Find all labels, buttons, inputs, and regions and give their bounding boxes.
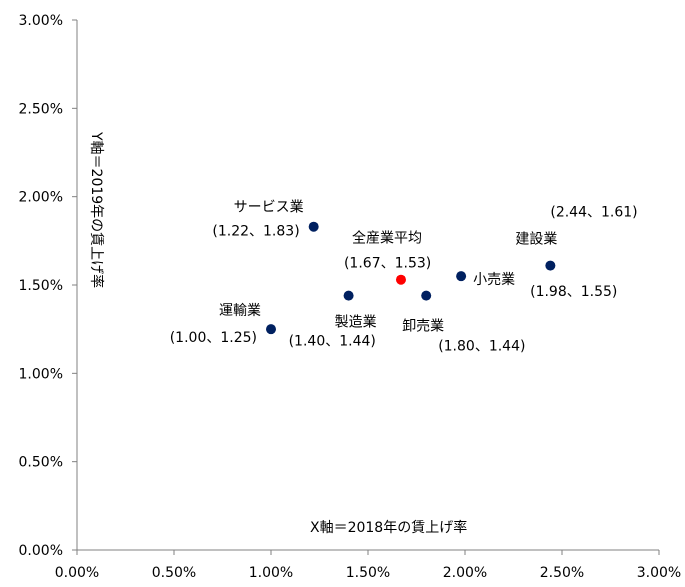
y-tick-label: 1.00%	[19, 366, 63, 382]
tick-labels: 0.00% 0.50% 1.00% 1.50% 2.00% 2.50% 3.00% 0.00%…	[19, 13, 682, 581]
x-tick-label: 3.00%	[637, 565, 681, 581]
point-value-label: (1.67、1.53)	[344, 256, 431, 272]
tick-marks	[72, 19, 660, 555]
point-name-label: 運輸業	[219, 303, 261, 319]
y-axis-title: Y軸＝2019年の賃上げ率	[88, 131, 105, 288]
data-point	[343, 290, 354, 301]
y-tick-label: 1.50%	[19, 278, 63, 294]
data-point	[456, 271, 467, 282]
data-point	[308, 221, 319, 232]
point-name-label: 製造業	[335, 315, 377, 331]
data-point	[421, 290, 432, 301]
y-tick-label: 2.00%	[19, 190, 63, 206]
point-name-label: サービス業	[234, 200, 304, 216]
point-value-label: (1.40、1.44)	[289, 334, 376, 350]
y-tick-label: 0.00%	[19, 543, 63, 559]
point-name-label: 小売業	[473, 272, 515, 288]
data-points	[266, 221, 556, 335]
point-value-label: (1.98、1.55)	[530, 284, 617, 300]
x-tick-label: 0.50%	[152, 565, 196, 581]
point-value-label: (2.44、1.61)	[550, 205, 637, 221]
point-name-label: 全産業平均	[352, 230, 422, 247]
point-name-label: 卸売業	[402, 319, 444, 335]
x-tick-label: 1.50%	[346, 565, 390, 581]
y-tick-label: 2.50%	[19, 101, 63, 117]
point-name-label: 建設業	[515, 232, 557, 248]
data-point	[545, 260, 556, 271]
x-axis-title: X軸＝2018年の賃上げ率	[310, 519, 467, 536]
point-value-label: (1.22、1.83)	[212, 224, 299, 240]
point-value-label: (1.80、1.44)	[438, 339, 525, 355]
data-point	[266, 324, 276, 335]
point-value-label: (1.00、1.25)	[170, 330, 257, 346]
x-tick-label: 1.00%	[249, 565, 293, 581]
x-tick-label: 2.50%	[540, 565, 584, 581]
x-tick-label: 2.00%	[443, 565, 487, 581]
point-labels: 運輸業 (1.00、1.25) サービス業 (1.22、1.83) 製造業 (1.40、1…	[170, 200, 638, 355]
data-point	[395, 274, 406, 285]
y-tick-label: 0.50%	[19, 455, 63, 471]
y-tick-label: 3.00%	[19, 13, 63, 29]
x-tick-label: 0.00%	[55, 565, 99, 581]
